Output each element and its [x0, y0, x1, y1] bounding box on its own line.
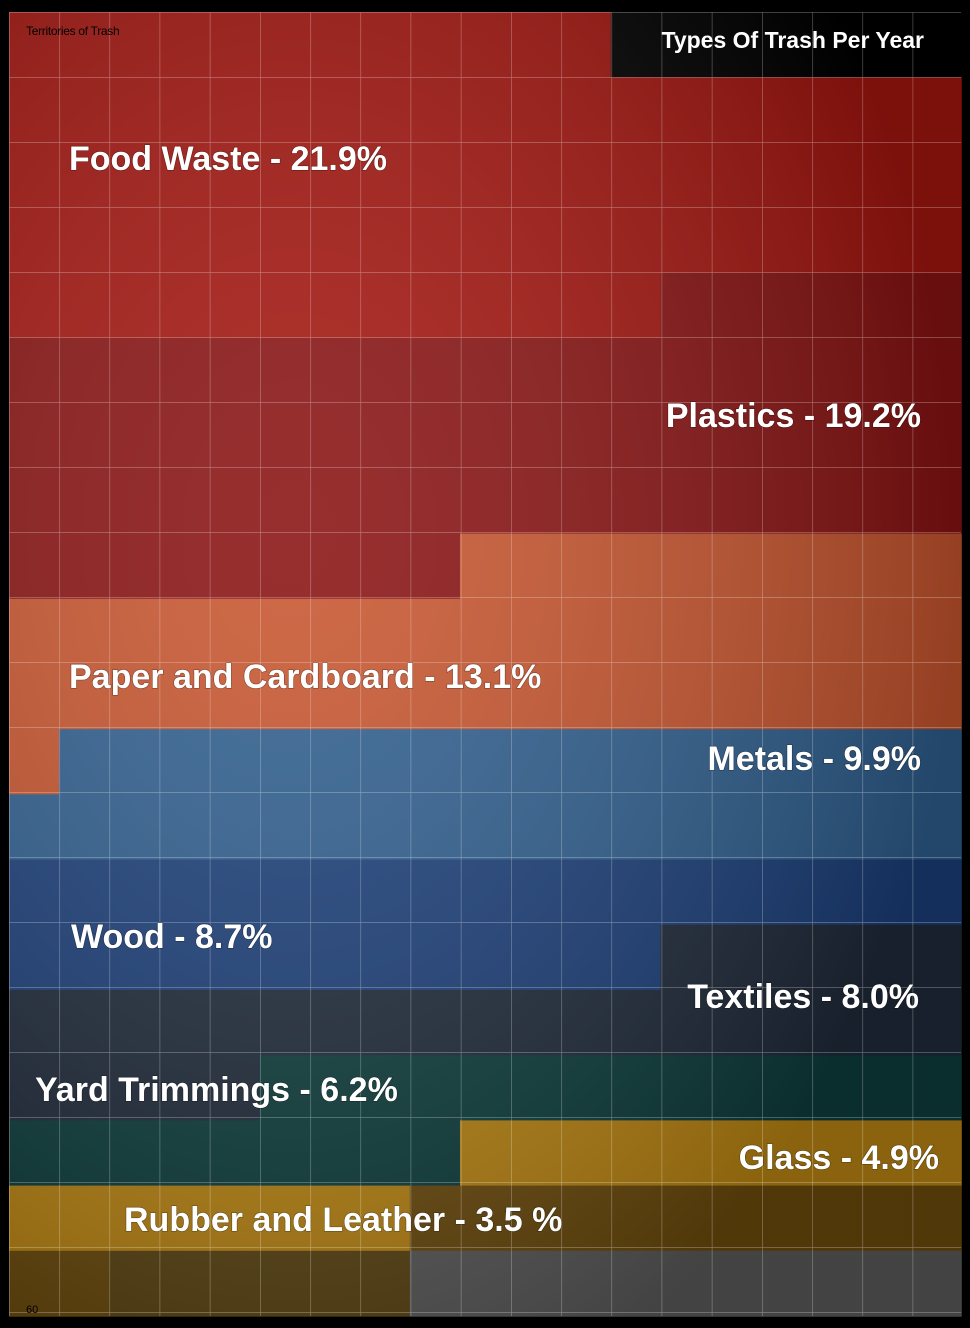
- label-textiles: Textiles - 8.0%: [687, 978, 919, 1016]
- label-yard-trimmings: Yard Trimmings - 6.2%: [35, 1071, 398, 1109]
- category-labels: Food Waste - 21.9% Plastics - 19.2% Paper …: [34, 139, 939, 1239]
- chart-title: Types Of Trash Per Year: [661, 27, 924, 53]
- label-food-waste: Food Waste - 21.9%: [69, 140, 387, 178]
- label-metals: Metals - 9.9%: [707, 740, 921, 778]
- label-glass: Glass - 4.9%: [739, 1139, 939, 1177]
- label-plastics: Plastics - 19.2%: [666, 397, 921, 435]
- page-number: 60: [26, 1304, 39, 1316]
- page-header: Territories of Trash: [26, 24, 120, 38]
- label-rubber-and-leather: Rubber and Leather - 3.5 %: [124, 1201, 562, 1239]
- grid-overlay: [9, 12, 961, 1316]
- label-wood: Wood - 8.7%: [71, 918, 273, 956]
- label-paper-and-cardboard: Paper and Cardboard - 13.1%: [69, 658, 541, 696]
